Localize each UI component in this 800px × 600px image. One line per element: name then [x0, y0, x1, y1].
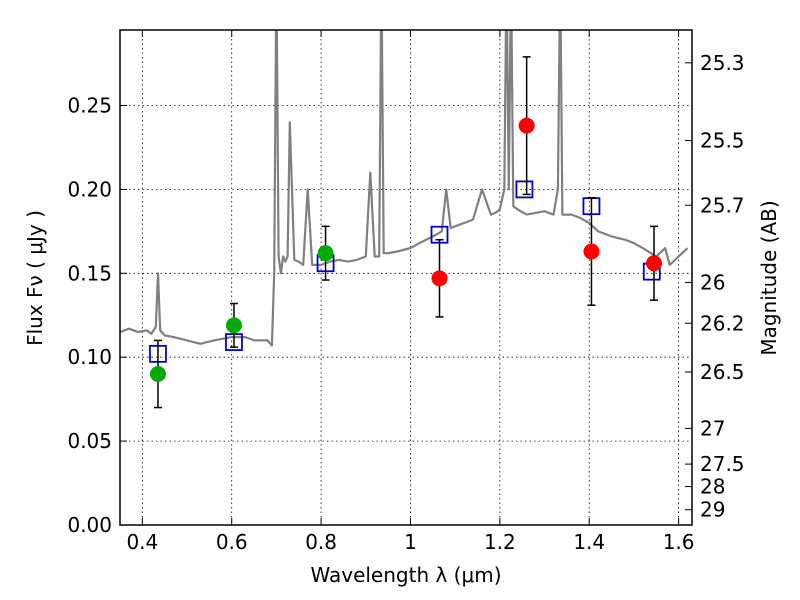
x-tick-label: 1.6: [663, 530, 695, 554]
data-point: [583, 243, 600, 260]
data-point: [646, 255, 663, 272]
plot-frame: [119, 29, 693, 526]
y-tick-label: 0.20: [67, 177, 112, 201]
axis-ticks: 0.4 0.6 0.8 1 1.2 1.4 1.6 0.00 0.05 0.10 0.15 0.20 0…: [67, 30, 745, 554]
data-point: [225, 317, 242, 334]
y-axis-label: Flux Fν ( μJy ): [23, 210, 47, 346]
y2-tick-label: 29: [700, 498, 725, 522]
x-tick-label: 1.4: [573, 530, 605, 554]
x-axis-label: Wavelength λ (μm): [310, 563, 501, 587]
data-point: [317, 245, 334, 262]
x-tick-label: 1: [404, 530, 417, 554]
y2-tick-label: 28: [700, 475, 725, 499]
plot-area: [120, 30, 689, 409]
x-tick-label: 0.8: [305, 530, 337, 554]
data-point: [518, 117, 535, 134]
data-point: [431, 270, 448, 287]
y-tick-label: 0.15: [67, 261, 112, 285]
x-tick-label: 0.4: [126, 530, 158, 554]
y-tick-label: 0.10: [67, 345, 112, 369]
y2-tick-label: 26: [700, 270, 725, 294]
y2-tick-label: 26.2: [700, 311, 745, 335]
y2-axis-label: Magnitude (AB): [757, 200, 781, 355]
model-square-marker: [515, 180, 534, 199]
y2-tick-label: 26.5: [700, 360, 745, 384]
y2-tick-label: 25.5: [700, 129, 745, 153]
y2-tick-label: 27.5: [700, 452, 745, 476]
y-tick-label: 0.25: [67, 94, 112, 118]
x-tick-label: 0.6: [216, 530, 248, 554]
data-point: [149, 365, 166, 382]
y-tick-label: 0.00: [67, 513, 112, 537]
grid-lines: [120, 30, 692, 526]
y2-tick-label: 25.3: [700, 51, 745, 75]
spectrum-line: [120, 30, 689, 347]
x-tick-label: 1.2: [484, 530, 516, 554]
y-tick-label: 0.05: [67, 429, 112, 453]
y2-tick-label: 27: [700, 416, 725, 440]
y2-tick-label: 25.7: [700, 193, 745, 217]
